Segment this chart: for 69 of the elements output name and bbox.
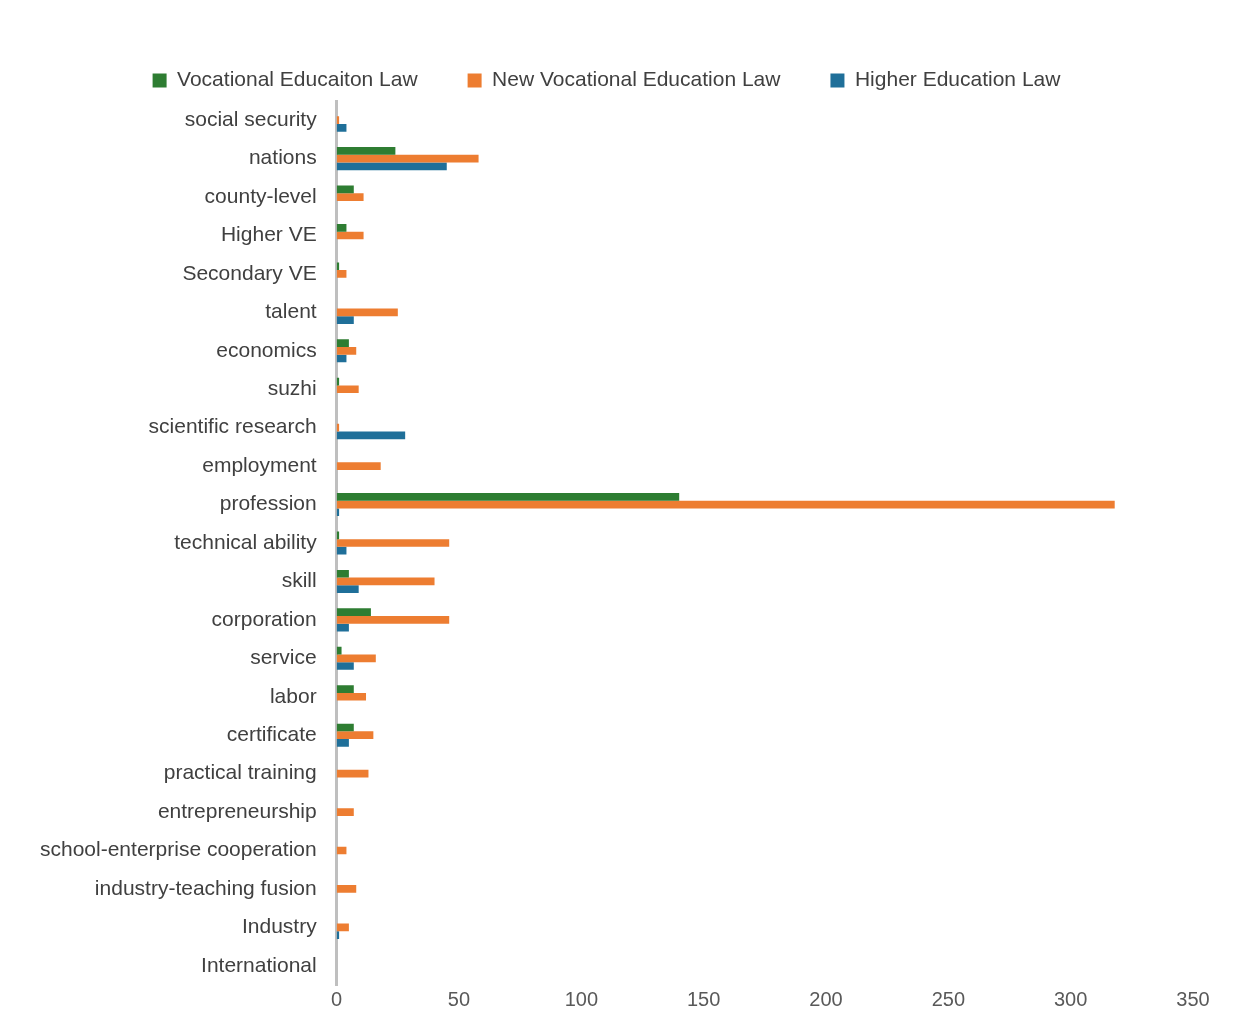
y-tick-label: industry-teaching fusion xyxy=(94,875,317,899)
bar xyxy=(336,739,349,747)
x-tick-label: 250 xyxy=(931,987,966,1010)
y-tick-label: Higher VE xyxy=(220,222,317,246)
y-tick-label: employment xyxy=(202,452,317,476)
bar xyxy=(336,731,374,740)
bar xyxy=(336,185,354,194)
bar xyxy=(336,539,450,547)
y-tick-label: social security xyxy=(184,107,318,131)
bar xyxy=(336,662,354,670)
y-tick-label: school-enterprise cooperation xyxy=(39,837,317,861)
bar xyxy=(336,616,450,624)
bar xyxy=(336,546,347,555)
y-tick-label: corporation xyxy=(211,606,317,630)
legend-label: Vocational Educaiton Law xyxy=(177,67,419,91)
bar xyxy=(336,654,376,663)
bar xyxy=(336,723,354,732)
bar xyxy=(336,692,367,701)
y-tick-label: Secondary VE xyxy=(182,260,317,284)
y-tick-label: scientific research xyxy=(148,414,317,438)
y-tick-label: talent xyxy=(265,299,317,323)
bar xyxy=(336,223,347,232)
bar xyxy=(336,608,371,617)
y-tick-label: labor xyxy=(269,683,317,707)
y-tick-label: service xyxy=(250,645,317,669)
y-tick-label: nations xyxy=(248,145,317,169)
bar xyxy=(336,308,398,317)
y-tick-label: profession xyxy=(219,491,317,515)
x-tick-label: 100 xyxy=(564,987,599,1010)
bar xyxy=(336,431,406,440)
bar xyxy=(336,339,349,347)
y-tick-label: county-level xyxy=(204,183,317,207)
bar xyxy=(336,493,680,501)
y-tick-label: technical ability xyxy=(174,529,318,553)
y-tick-label: practical training xyxy=(163,760,317,784)
bar xyxy=(336,585,359,593)
bar xyxy=(336,231,364,240)
x-tick-label: 50 xyxy=(447,987,471,1010)
bar xyxy=(336,147,396,155)
y-tick-label: International xyxy=(201,952,317,976)
y-tick-label: certificate xyxy=(226,721,317,745)
bar xyxy=(336,162,447,171)
bar xyxy=(336,193,364,201)
x-tick-label: 200 xyxy=(809,987,843,1010)
bar xyxy=(336,385,359,394)
x-tick-label: 150 xyxy=(686,987,721,1010)
y-tick-label: entrepreneurship xyxy=(157,798,317,822)
legend-label: New Vocational Education Law xyxy=(492,67,782,91)
bar xyxy=(336,885,357,893)
bar xyxy=(336,346,357,355)
y-tick-label: Industry xyxy=(241,914,318,938)
x-tick-label: 350 xyxy=(1176,987,1210,1010)
bar xyxy=(336,462,381,470)
y-tick-label: suzhi xyxy=(267,376,317,400)
x-tick-label: 300 xyxy=(1053,987,1088,1010)
bar xyxy=(336,646,342,655)
bar xyxy=(336,808,354,816)
bar xyxy=(336,569,349,578)
bar xyxy=(336,685,354,693)
bar xyxy=(336,577,435,586)
y-tick-label: economics xyxy=(216,337,317,361)
x-tick-label: 0 xyxy=(331,987,343,1010)
bar xyxy=(336,154,479,163)
y-tick-label: skill xyxy=(281,568,317,592)
bar xyxy=(336,316,354,324)
bar xyxy=(336,270,347,278)
bar xyxy=(336,500,1115,509)
bar xyxy=(336,124,347,132)
legend-label: Higher Education Law xyxy=(854,67,1062,91)
